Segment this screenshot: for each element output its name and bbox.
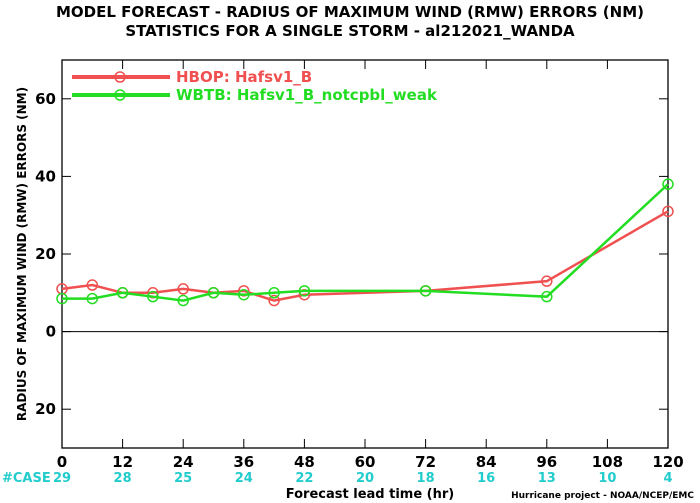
credit-text: Hurricane project - NOAA/NCEP/EMC	[511, 491, 694, 501]
data-point	[177, 283, 189, 295]
legend-label: HBOP: Hafsv1_B	[176, 68, 312, 86]
x-tick-label: 0	[57, 453, 67, 471]
x-tick-label: 108	[592, 453, 623, 471]
case-count: 24	[235, 471, 253, 486]
data-point	[116, 287, 129, 299]
x-tick-label: 12	[112, 453, 133, 471]
y-tick-label: 40	[35, 167, 56, 185]
data-point	[238, 288, 250, 301]
data-point	[86, 279, 99, 291]
y-tick-label: 20	[35, 245, 56, 263]
legend-label: WBTB: Hafsv1_B_notcpbl_weak	[176, 86, 438, 104]
case-count: 20	[356, 471, 374, 486]
data-point	[207, 287, 220, 299]
case-count: 10	[598, 471, 616, 486]
y-tick-label: 20	[35, 400, 56, 418]
data-point	[662, 178, 674, 190]
case-count: 29	[53, 471, 71, 486]
x-axis-label: Forecast lead time (hr)	[286, 487, 454, 502]
data-point	[56, 292, 68, 305]
x-tick-label: 84	[476, 453, 497, 471]
x-tick-label: 36	[233, 453, 254, 471]
y-axis-label: RADIUS OF MAXIMUM WIND (RMW) ERRORS (NM)	[15, 87, 29, 421]
data-point	[541, 275, 553, 287]
chart-title-line2: STATISTICS FOR A SINGLE STORM - al212021…	[125, 22, 575, 40]
data-point	[268, 294, 280, 307]
data-point	[541, 290, 553, 303]
case-count: 25	[174, 471, 192, 486]
legend-marker	[114, 89, 126, 101]
data-point	[268, 287, 280, 299]
chart-title-line1: MODEL FORECAST - RADIUS OF MAXIMUM WIND …	[56, 3, 644, 21]
data-point	[298, 285, 311, 297]
y-tick-label: 60	[35, 90, 56, 108]
x-tick-label: 120	[652, 453, 683, 471]
case-label: #CASE	[2, 471, 51, 486]
legend-marker	[114, 71, 126, 83]
case-count: 18	[417, 471, 435, 486]
data-point	[147, 290, 159, 303]
series-line-wbtb	[62, 183, 669, 302]
case-count: 28	[114, 471, 132, 486]
data-point	[177, 294, 189, 307]
x-tick-label: 60	[355, 453, 376, 471]
x-tick-label: 72	[415, 453, 436, 471]
case-count: 16	[477, 471, 495, 486]
y-tick-label: 0	[46, 323, 56, 341]
case-count: 22	[295, 471, 313, 486]
x-tick-label: 48	[294, 453, 315, 471]
case-count: 13	[538, 471, 556, 486]
x-tick-label: 24	[173, 453, 194, 471]
plot-frame	[61, 59, 669, 449]
case-count: 4	[663, 471, 672, 486]
data-point	[662, 205, 674, 218]
x-tick-label: 96	[536, 453, 557, 471]
data-point	[419, 285, 432, 297]
data-point	[86, 292, 99, 305]
